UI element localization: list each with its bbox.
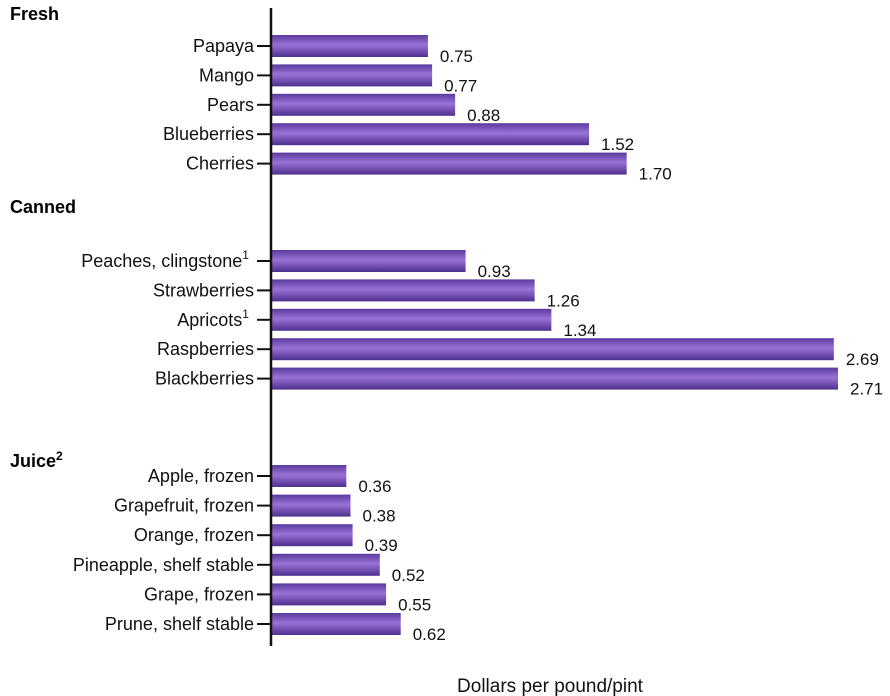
category-label: Grape, frozen xyxy=(144,584,254,604)
bar xyxy=(271,465,347,487)
category-label: Peaches, clingstone1 xyxy=(81,248,254,271)
category-label: Papaya xyxy=(193,36,255,56)
data-label: 0.75 xyxy=(440,47,473,66)
data-label: 0.36 xyxy=(358,477,391,496)
category-label: Pears xyxy=(207,95,254,115)
category-label: Grapefruit, frozen xyxy=(114,496,254,516)
group-title-canned: Canned xyxy=(10,197,76,217)
category-label: Blackberries xyxy=(155,369,254,389)
bar xyxy=(271,93,456,116)
bar xyxy=(271,583,387,606)
data-label: 1.52 xyxy=(601,135,634,154)
bar xyxy=(271,250,466,272)
data-label: 2.69 xyxy=(846,350,879,369)
category-label: Orange, frozen xyxy=(134,525,254,545)
bar xyxy=(271,553,380,576)
group-title-fresh: Fresh xyxy=(10,4,59,24)
category-label: Strawberries xyxy=(153,280,254,300)
data-label: 0.93 xyxy=(478,262,511,281)
category-label: Apple, frozen xyxy=(148,466,254,486)
bar xyxy=(271,524,353,547)
category-label: Prune, shelf stable xyxy=(105,614,254,634)
data-label: 0.77 xyxy=(444,76,477,95)
data-label: 1.34 xyxy=(563,321,596,340)
bar xyxy=(271,613,401,635)
data-label: 1.26 xyxy=(547,291,580,310)
bar xyxy=(271,123,590,146)
data-label: 0.88 xyxy=(467,106,500,125)
category-label: Apricots1 xyxy=(177,307,254,330)
data-label: 0.52 xyxy=(392,566,425,585)
bar xyxy=(271,338,834,361)
bar xyxy=(271,64,433,87)
x-axis-label: Dollars per pound/pint xyxy=(457,676,644,696)
chart-marks: Fresh Papaya 0.75 Mango 0.77 Pears 0.88 Blueber… xyxy=(10,4,883,644)
bar xyxy=(271,279,535,302)
data-label: 2.71 xyxy=(850,380,883,399)
bar xyxy=(271,367,838,390)
category-label: Blueberries xyxy=(163,124,254,144)
data-label: 0.38 xyxy=(363,507,396,526)
category-label: Raspberries xyxy=(157,339,254,359)
data-label: 0.39 xyxy=(365,536,398,555)
bar xyxy=(271,152,627,175)
bar xyxy=(271,308,552,331)
bar xyxy=(271,35,428,57)
data-label: 0.62 xyxy=(413,625,446,644)
bar xyxy=(271,494,351,517)
category-label: Pineapple, shelf stable xyxy=(73,555,254,575)
group-title-juice: Juice2 xyxy=(10,449,63,471)
category-label: Mango xyxy=(199,65,254,85)
category-label: Cherries xyxy=(186,154,254,174)
data-label: 1.70 xyxy=(639,165,672,184)
data-label: 0.55 xyxy=(398,595,431,614)
